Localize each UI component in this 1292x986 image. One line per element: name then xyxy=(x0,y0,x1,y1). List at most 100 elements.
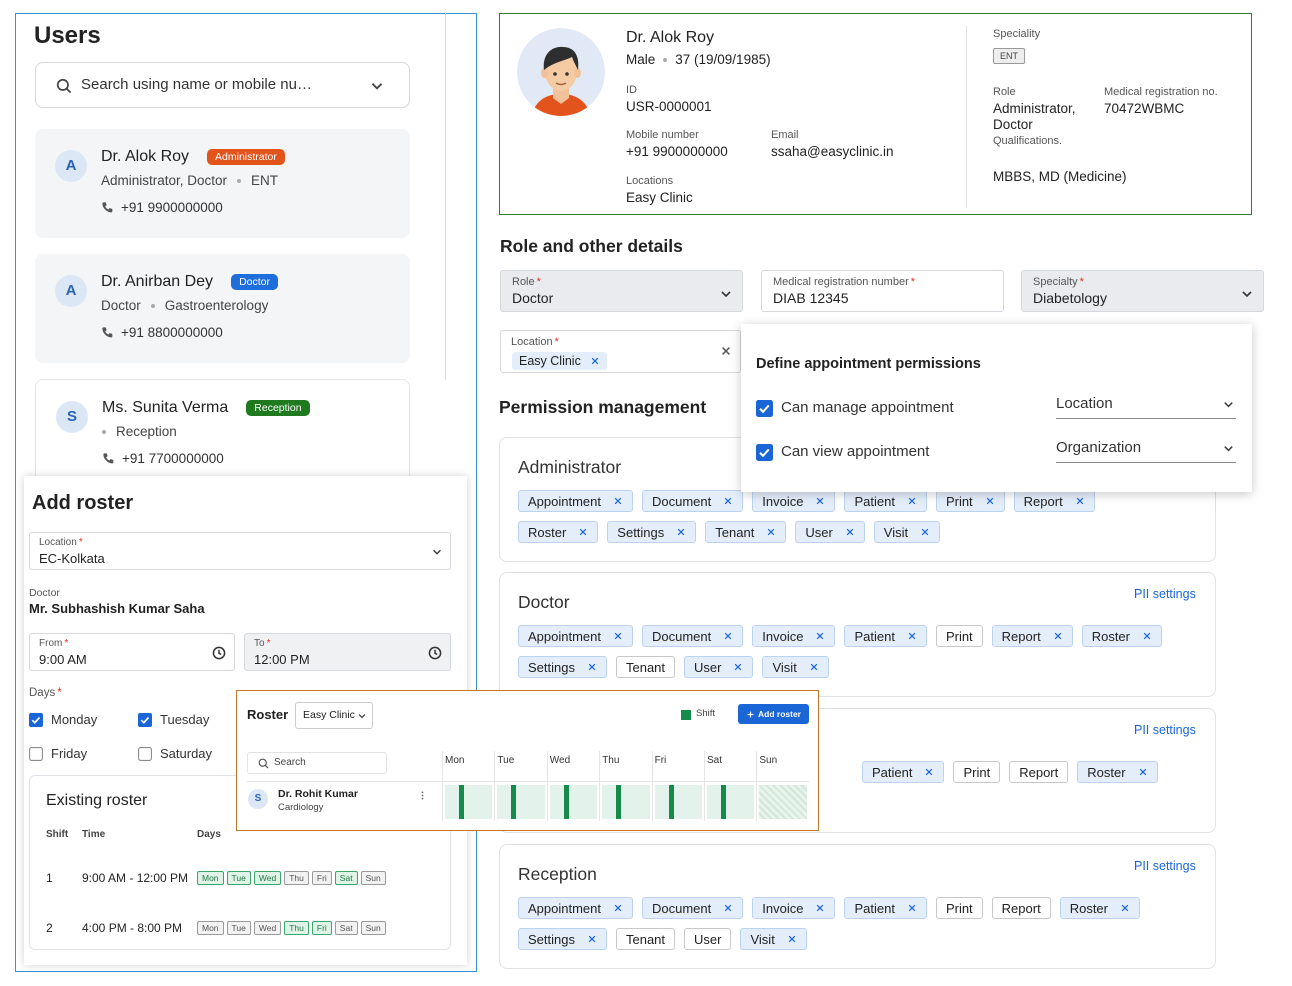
chip-remove[interactable] xyxy=(809,662,819,672)
scroll-edge xyxy=(445,13,446,380)
chip-remove[interactable] xyxy=(1053,631,1063,641)
table-header: Time xyxy=(82,829,106,840)
add-roster-button[interactable]: Add roster xyxy=(738,704,809,724)
search-box[interactable]: Search using name or mobile nu… xyxy=(35,62,410,108)
chip-remove[interactable] xyxy=(676,527,686,537)
form-field[interactable]: Role * Doctor xyxy=(500,270,743,312)
chip-remove[interactable] xyxy=(733,662,743,672)
dropdown-chevron[interactable] xyxy=(719,287,733,301)
chip-row: Settings Tenant User Visit xyxy=(518,928,807,950)
chip-remove[interactable] xyxy=(587,662,597,672)
icon-part xyxy=(817,497,824,505)
permission-chip: Print xyxy=(953,761,1001,783)
chip-remove[interactable] xyxy=(815,631,825,641)
icon-part xyxy=(565,72,569,76)
time-field[interactable]: From * 9:00 AM xyxy=(29,633,235,671)
scope-select[interactable]: Organization xyxy=(1056,437,1236,463)
chip-remove[interactable] xyxy=(787,934,797,944)
chip-remove[interactable] xyxy=(766,527,776,537)
clear-button[interactable] xyxy=(720,345,732,357)
chip-remove[interactable] xyxy=(1120,903,1130,913)
day-name: Tuesday xyxy=(160,712,210,727)
permission-chip: Roster xyxy=(1077,761,1158,783)
day-checkbox[interactable]: Saturday xyxy=(138,746,212,761)
chip-remove[interactable] xyxy=(613,903,623,913)
chip-remove[interactable] xyxy=(723,903,733,913)
icon-part xyxy=(921,528,929,536)
chip-remove[interactable] xyxy=(924,767,934,777)
chip-remove[interactable] xyxy=(613,496,623,506)
chip-label: Tenant xyxy=(625,931,666,947)
avatar: A xyxy=(55,275,87,307)
chip-label: Roster xyxy=(1091,628,1130,644)
chip-remove[interactable] xyxy=(815,496,825,506)
permission-chip: Report xyxy=(1009,761,1069,783)
day-checkbox[interactable]: Friday xyxy=(29,746,87,761)
icon-part xyxy=(140,716,150,724)
day-header: Tue xyxy=(497,755,515,766)
chip-label: Document xyxy=(652,628,712,644)
scope-select[interactable]: Location xyxy=(1056,393,1236,419)
user-card[interactable]: A Dr. Anirban Dey Doctor Doctor Gastroentero… xyxy=(35,254,410,363)
day-chips: Mon Tue Wed Thu Fri Sat Sun xyxy=(197,871,386,885)
field-value: Easy Clinic xyxy=(626,190,693,205)
form-field[interactable]: Location * EC-Kolkata xyxy=(29,532,451,570)
chip-remove[interactable] xyxy=(920,527,930,537)
chip-remove[interactable] xyxy=(845,527,855,537)
chip-remove[interactable] xyxy=(815,903,825,913)
user-card[interactable]: A Dr. Alok Roy Administrator Administrator,… xyxy=(35,129,410,238)
clinic-dropdown[interactable]: Easy Clinic xyxy=(295,702,373,729)
shift-bar xyxy=(668,785,674,819)
chip-remove[interactable] xyxy=(723,631,733,641)
icon-part xyxy=(29,712,43,727)
day-checkbox[interactable]: Monday xyxy=(29,712,97,727)
chip-remove[interactable] xyxy=(1075,496,1085,506)
chip-remove[interactable] xyxy=(1142,631,1152,641)
form-field[interactable]: Medical registration number * DIAB 12345 xyxy=(761,270,1004,312)
more-button[interactable] xyxy=(417,790,428,801)
permission-chip: Appointment xyxy=(518,490,633,512)
users-frame xyxy=(15,13,477,972)
chip-remove[interactable] xyxy=(613,631,623,641)
chip-remove[interactable] xyxy=(985,496,995,506)
shift-number: 1 xyxy=(46,871,53,885)
chip-remove[interactable] xyxy=(1138,767,1148,777)
chip-remove[interactable] xyxy=(578,527,588,537)
icon-part xyxy=(428,646,442,660)
permission-chip: Tenant xyxy=(705,521,787,543)
checkbox[interactable] xyxy=(138,746,152,761)
chip-remove[interactable] xyxy=(587,934,597,944)
column-line xyxy=(651,751,653,821)
time-field[interactable]: To * 12:00 PM xyxy=(244,633,451,671)
checkbox[interactable] xyxy=(138,712,152,727)
chip-remove[interactable] xyxy=(907,496,917,506)
checkbox[interactable] xyxy=(756,400,773,417)
icon-part xyxy=(1242,291,1252,298)
checkbox[interactable] xyxy=(756,444,773,461)
search-box[interactable]: Search xyxy=(247,752,387,774)
field-value: Administrator, Doctor xyxy=(993,101,1076,132)
chip-label: Appointment xyxy=(528,628,601,644)
pii-settings-link[interactable]: PII settings xyxy=(1134,859,1196,873)
icon-part xyxy=(258,758,267,767)
pii-settings-link[interactable]: PII settings xyxy=(1134,587,1196,601)
chip-label: Roster xyxy=(528,524,567,540)
chip-remove[interactable] xyxy=(907,631,917,641)
chip-remove[interactable] xyxy=(590,356,600,366)
field-label: Location * xyxy=(39,537,83,548)
day-name: Monday xyxy=(51,712,98,727)
checkbox[interactable] xyxy=(29,712,43,727)
day-checkbox[interactable]: Tuesday xyxy=(138,712,209,727)
checkbox[interactable] xyxy=(29,746,43,761)
chip-remove[interactable] xyxy=(723,496,733,506)
group-title: Doctor xyxy=(518,592,570,612)
form-field[interactable]: Specialty * Diabetology xyxy=(1021,270,1264,312)
chip-remove[interactable] xyxy=(907,903,917,913)
dropdown-chevron[interactable] xyxy=(431,546,443,558)
day-cell xyxy=(654,785,702,819)
day-header: Thu xyxy=(602,755,620,766)
dropdown-chevron[interactable] xyxy=(369,78,385,94)
dropdown-chevron[interactable] xyxy=(1240,287,1254,301)
pii-settings-link[interactable]: PII settings xyxy=(1134,723,1196,737)
group-title: Reception xyxy=(518,864,597,884)
